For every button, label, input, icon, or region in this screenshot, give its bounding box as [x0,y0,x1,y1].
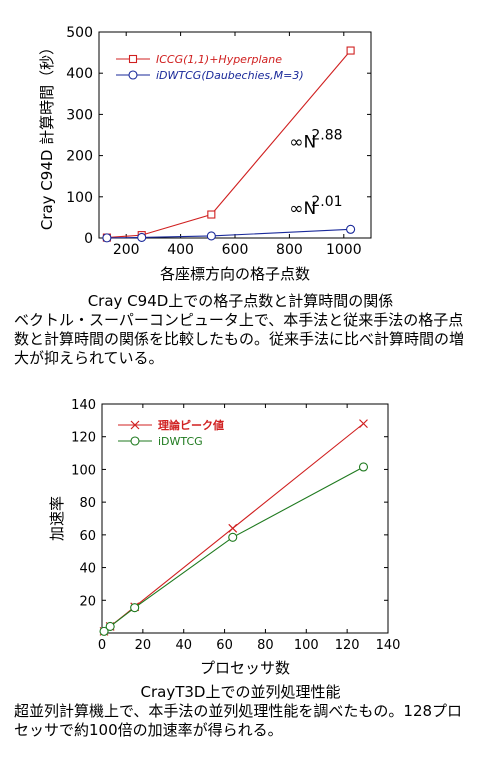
y-tick-label: 40 [79,562,96,577]
legend-marker [130,436,140,446]
y-tick-label: 100 [71,463,96,478]
data-point [346,224,356,234]
y-tick-label: 300 [66,107,93,123]
data-point [137,232,147,243]
x-tick-label: 140 [376,638,401,653]
legend-label: iDWTCG(Daubechies,M=3) [156,69,304,82]
figure2-caption-title: CrayT3D上での並列処理性能 [140,683,341,701]
data-point [358,462,369,472]
x-tick-label: 600 [222,242,249,258]
series-1 [102,224,356,243]
x-tick-label: 1000 [326,242,362,258]
series-line [106,50,352,239]
x-tick-label: 40 [175,638,192,653]
data-point [228,532,238,542]
data-point [228,523,238,533]
x-tick-label: 60 [216,638,233,653]
x-tick-label: 400 [167,242,194,258]
x-axis-label: 各座標方向の格子点数 [160,265,310,283]
plot-frame [101,403,389,634]
annotation-exponent: 2.01 [311,194,342,210]
figure1-caption-title: Cray C94D上での格子点数と計算時間の関係 [87,292,394,310]
figure1-caption-body: ベクトル・スーパーコンピュータ上で、本手法と従来手法の格子点数と計算時間の関係を… [14,311,465,367]
y-tick-label: 20 [79,594,96,609]
y-tick-label: 500 [66,25,93,41]
x-tick-label: 0 [98,638,106,653]
annotation-text: ∞N [289,132,316,152]
y-tick-label: 80 [79,496,96,511]
data-point [105,621,115,632]
annotation-exponent: 2.88 [311,127,342,143]
x-tick-label: 80 [257,638,274,653]
series-line [106,228,351,239]
x-tick-label: 200 [113,242,140,258]
legend-marker [128,70,138,80]
data-point [359,419,368,429]
y-tick-label: 0 [84,231,93,247]
legend-label: iDWTCG [158,435,203,448]
x-tick-label: 800 [276,242,303,258]
y-axis-label: 加速率 [48,496,66,541]
legend-marker [128,54,138,64]
series-0 [99,419,368,636]
x-tick-label: 20 [135,638,152,653]
series-line [103,466,364,632]
x-tick-label: 120 [335,638,360,653]
chart-computation-time: 200 400 600 800 1000 0 100 200 300 400 500 各座標方向の格子… [38,25,372,283]
y-axis-label: Cray C94D 計算時間（秒） [38,40,56,230]
data-point [207,210,216,219]
legend-marker [130,420,140,430]
y-tick-label: 100 [66,190,93,206]
data-point [346,46,355,55]
data-point [102,233,112,243]
y-tick-label: 200 [66,149,93,165]
legend-label: 理論ピーク値 [158,418,224,432]
y-tick-label: 400 [66,66,93,82]
y-tick-label: 140 [71,398,96,413]
data-point [99,626,109,636]
annotation-text: ∞N [289,199,316,219]
figure2-caption-body: 超並列計算機上で、本手法の並列処理性能を調べたもの。128プロセッサで約100倍… [14,702,463,739]
x-axis-label: プロセッサ数 [200,659,290,677]
chart-parallel-speedup: 0 20 40 60 80 100 120 140 20 40 60 80 100 120 140 プロセッサ… [48,398,400,677]
legend-label: ICCG(1,1)+Hyperplane [156,53,282,66]
figure1-caption: Cray C94D上での格子点数と計算時間の関係 ベクトル・スーパーコンピュータ… [0,292,481,368]
data-point [206,231,216,241]
y-tick-label: 120 [71,431,96,446]
figure2-caption: CrayT3D上での並列処理性能 超並列計算機上で、本手法の並列処理性能を調べた… [0,683,481,740]
y-tick-label: 60 [79,529,96,544]
data-point [130,603,140,613]
series-1 [99,462,369,636]
x-tick-label: 100 [294,638,319,653]
